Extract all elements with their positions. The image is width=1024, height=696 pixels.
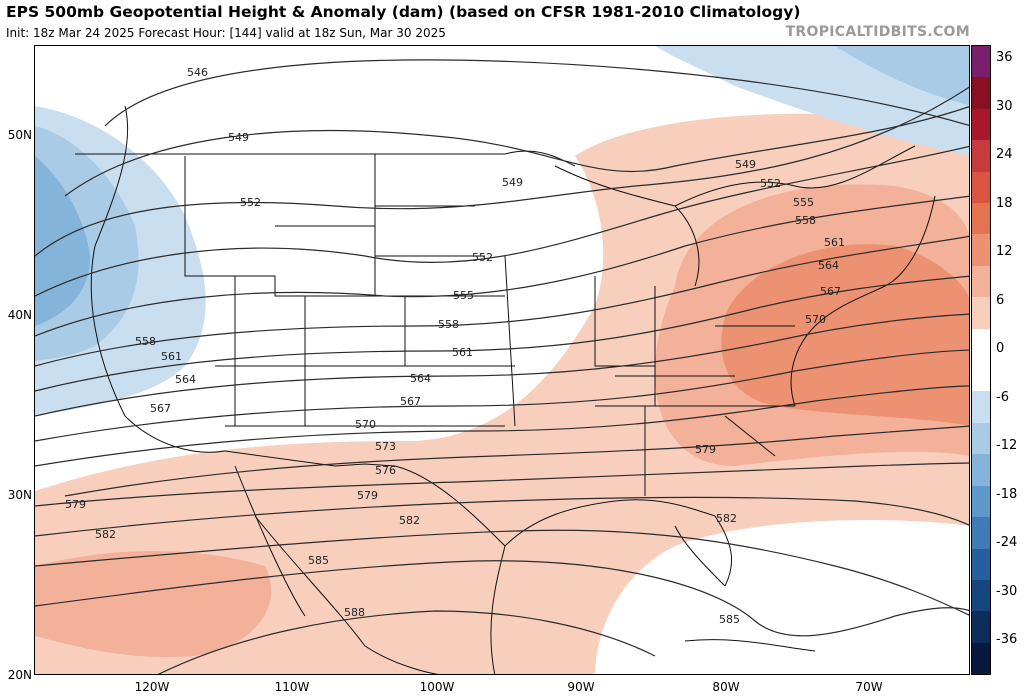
lon-label-80w: 80W xyxy=(712,680,740,694)
colorbar-swatch xyxy=(972,265,990,298)
contour-label: 549 xyxy=(502,176,523,189)
contour-label: 564 xyxy=(175,373,196,386)
contour-label: 552 xyxy=(240,196,261,209)
colorbar-swatch xyxy=(972,360,990,392)
lat-label-40n: 40N xyxy=(7,308,32,322)
contour-label: 585 xyxy=(719,613,740,626)
political-borders xyxy=(75,105,936,674)
contour-label: 561 xyxy=(452,346,473,359)
cold-anomaly-northeast-core xyxy=(835,46,969,106)
lat-label-50n: 50N xyxy=(7,128,32,142)
colorbar-tick-label: -6 xyxy=(996,389,1009,405)
warm-anomaly-max xyxy=(721,244,969,426)
colorbar-tick-label: 18 xyxy=(996,195,1013,211)
colorbar-swatch xyxy=(972,140,990,172)
colorbar-swatch xyxy=(972,642,990,675)
contour-label: 582 xyxy=(399,514,420,527)
contour-label: 588 xyxy=(344,606,365,619)
colorbar-tick-label: -30 xyxy=(996,583,1018,599)
colorbar-swatch xyxy=(972,611,990,643)
contour-label: 558 xyxy=(795,214,816,227)
contour-label: 549 xyxy=(228,131,249,144)
contour-label: 573 xyxy=(375,440,396,453)
colorbar-swatch xyxy=(972,579,990,612)
contour-label: 552 xyxy=(760,177,781,190)
height-contours xyxy=(35,59,969,674)
colorbar-swatch xyxy=(972,171,990,204)
colorbar-tick-label: 24 xyxy=(996,147,1013,162)
contour-label: 561 xyxy=(824,236,845,249)
colorbar-tick-label: 12 xyxy=(996,244,1013,259)
map-canvas: 546 549 549 549 552 552 552 555 555 558 … xyxy=(35,46,969,674)
colorbar-swatch xyxy=(972,391,990,423)
contour-label: 579 xyxy=(357,489,378,502)
map-subtitle: Init: 18z Mar 24 2025 Forecast Hour: [14… xyxy=(6,26,446,40)
colorbar-swatch xyxy=(972,517,990,549)
contour-label: 576 xyxy=(375,464,396,477)
contour-label: 567 xyxy=(150,402,171,415)
colorbar-tick-label: -18 xyxy=(996,486,1018,502)
colorbar-swatch xyxy=(972,454,990,486)
lon-label-100w: 100W xyxy=(419,680,455,694)
contour-label: 564 xyxy=(818,259,839,272)
contour-label: 585 xyxy=(308,554,329,567)
colorbar-tick-label: -36 xyxy=(996,632,1018,647)
colorbar-swatch xyxy=(972,46,990,78)
contour-label: 579 xyxy=(695,443,716,456)
tropical-neutral-region xyxy=(595,520,969,674)
anomaly-colorbar xyxy=(971,45,991,675)
brand-watermark: TROPICALTIDBITS.COM xyxy=(785,24,970,40)
colorbar-swatch xyxy=(972,422,990,455)
colorbar-swatch xyxy=(972,485,990,518)
contour-label: 567 xyxy=(820,285,841,298)
lon-label-70w: 70W xyxy=(855,680,883,694)
contour-label: 570 xyxy=(355,418,376,431)
lon-label-110w: 110W xyxy=(274,680,310,694)
contour-label: 546 xyxy=(187,66,208,79)
contour-label: 552 xyxy=(472,251,493,264)
colorbar-tick-label: 36 xyxy=(996,50,1013,65)
map-panel: 546 549 549 549 552 552 552 555 555 558 … xyxy=(34,45,970,675)
colorbar-swatch xyxy=(972,77,990,109)
map-title: EPS 500mb Geopotential Height & Anomaly … xyxy=(6,3,801,21)
contour-label: 579 xyxy=(65,498,86,511)
colorbar-swatch xyxy=(972,328,990,361)
contour-label: 582 xyxy=(716,512,737,525)
cold-anomaly-west-core xyxy=(35,156,90,326)
contour-label: 555 xyxy=(793,196,814,209)
colorbar-tick-label: -12 xyxy=(996,438,1018,453)
contour-label: 558 xyxy=(135,335,156,348)
contour-label: 558 xyxy=(438,318,459,331)
contour-label-layer: 546 549 549 549 552 552 552 555 555 558 … xyxy=(65,66,845,626)
contour-label: 549 xyxy=(735,158,756,171)
lon-label-90w: 90W xyxy=(567,680,595,694)
colorbar-tick-label: -24 xyxy=(996,535,1018,550)
lat-label-20n: 20N xyxy=(7,668,32,682)
colorbar-tick-label: 0 xyxy=(996,341,1005,356)
contour-label: 561 xyxy=(161,350,182,363)
contour-label: 564 xyxy=(410,372,431,385)
lat-label-30n: 30N xyxy=(7,488,32,502)
contour-label: 582 xyxy=(95,528,116,541)
colorbar-tick-label: 30 xyxy=(996,98,1013,114)
colorbar-swatch xyxy=(972,203,990,235)
colorbar-swatch xyxy=(972,548,990,580)
colorbar-swatch xyxy=(972,234,990,266)
contour-label: 567 xyxy=(400,395,421,408)
colorbar-swatch xyxy=(972,297,990,329)
contour-label: 555 xyxy=(453,289,474,302)
southwest-warm-patch xyxy=(35,551,272,657)
colorbar-tick-label: 6 xyxy=(996,292,1005,308)
lon-label-120w: 120W xyxy=(134,680,170,694)
contour-label: 570 xyxy=(805,313,826,326)
colorbar-swatch xyxy=(972,108,990,141)
